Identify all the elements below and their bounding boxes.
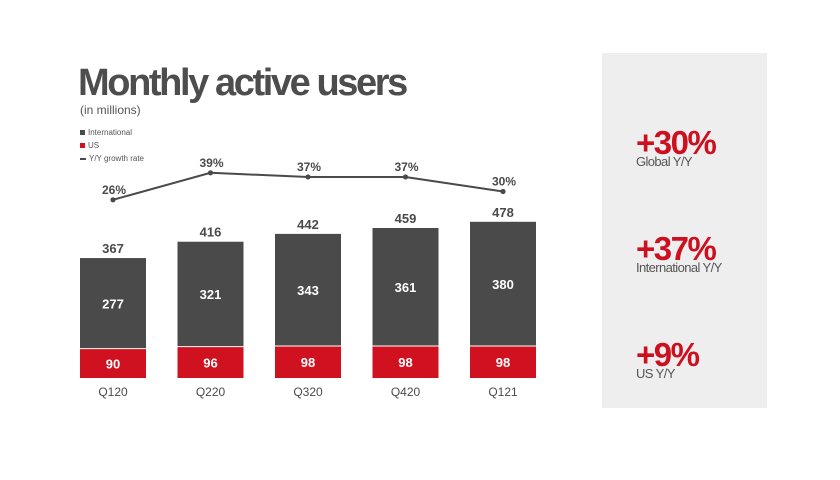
data-label-international-q120: 277 <box>102 296 124 311</box>
kpi-global: +30% Global Y/Y <box>636 124 717 169</box>
data-label-us-q320: 98 <box>301 355 315 370</box>
growth-label-q320: 37% <box>297 160 321 174</box>
x-tick-label-q420: Q420 <box>391 385 421 399</box>
data-label-international-q320: 343 <box>297 283 319 298</box>
data-label-total-q121: 478 <box>492 205 514 220</box>
data-label-international-q220: 321 <box>200 287 222 302</box>
legend-swatch-us <box>80 143 85 148</box>
data-label-international-q121: 380 <box>492 277 514 292</box>
data-label-total-q120: 367 <box>102 241 124 256</box>
legend-item-growth: Y/Y growth rate <box>80 152 144 165</box>
legend-item-international: International <box>80 126 144 139</box>
growth-label-q220: 39% <box>199 156 223 170</box>
data-label-total-q320: 442 <box>297 217 319 232</box>
chart-subtitle: (in millions) <box>80 103 141 117</box>
bar-us-q420 <box>372 345 439 378</box>
kpi-us-label: US Y/Y <box>636 366 675 381</box>
legend: International US Y/Y growth rate <box>80 126 144 165</box>
data-label-us-q420: 98 <box>398 355 412 370</box>
bar-international-q420 <box>372 227 439 346</box>
growth-point-q220 <box>207 170 214 176</box>
growth-point-q320 <box>305 174 311 180</box>
kpi-us-value: +9% <box>636 336 700 373</box>
bar-us-q220 <box>177 346 244 378</box>
legend-item-us: US <box>80 139 144 152</box>
kpi-international: +37% International Y/Y <box>636 230 722 275</box>
bar-us-q320 <box>275 345 341 378</box>
data-label-international-q420: 361 <box>395 280 417 295</box>
bar-international-q121 <box>470 221 536 346</box>
growth-point-q120 <box>110 197 116 203</box>
growth-label-q420: 37% <box>394 160 418 174</box>
growth-point-q420 <box>402 174 409 180</box>
kpi-international-value: +37% <box>636 230 717 267</box>
data-label-total-q220: 416 <box>200 225 222 240</box>
kpi-panel <box>602 53 767 408</box>
data-label-us-q220: 96 <box>203 355 217 370</box>
legend-label-growth: Y/Y growth rate <box>89 154 144 163</box>
x-tick-label-q120: Q120 <box>98 385 128 399</box>
legend-label-international: International <box>88 128 133 137</box>
kpi-us: +9% US Y/Y <box>636 336 700 381</box>
bar-international-q120 <box>80 258 146 349</box>
bar-us-q121 <box>470 345 536 378</box>
growth-point-q121 <box>500 188 506 195</box>
data-label-us-q120: 90 <box>106 356 120 371</box>
legend-swatch-international <box>80 130 85 135</box>
kpi-global-label: Global Y/Y <box>636 154 693 169</box>
legend-label-us: US <box>88 141 100 150</box>
growth-label-q121: 30% <box>492 174 516 188</box>
bar-international-q320 <box>275 233 341 346</box>
data-label-total-q420: 459 <box>395 211 417 226</box>
growth-label-q120: 26% <box>102 183 126 197</box>
x-tick-label-q320: Q320 <box>293 385 323 399</box>
x-tick-label-q121: Q121 <box>488 385 518 399</box>
legend-swatch-growth <box>80 157 86 160</box>
kpi-global-value: +30% <box>636 124 717 161</box>
x-tick-label-q220: Q220 <box>196 385 226 399</box>
stacked-bar-chart: 277 90 367 Q120 321 96 416 Q220 343 98 442 Q320 361 9… <box>80 156 536 399</box>
bar-us-q120 <box>80 348 146 378</box>
data-label-us-q121: 98 <box>496 355 510 370</box>
chart-title: Monthly active users <box>78 62 408 104</box>
kpi-international-label: International Y/Y <box>636 260 722 275</box>
bar-international-q220 <box>177 241 244 347</box>
